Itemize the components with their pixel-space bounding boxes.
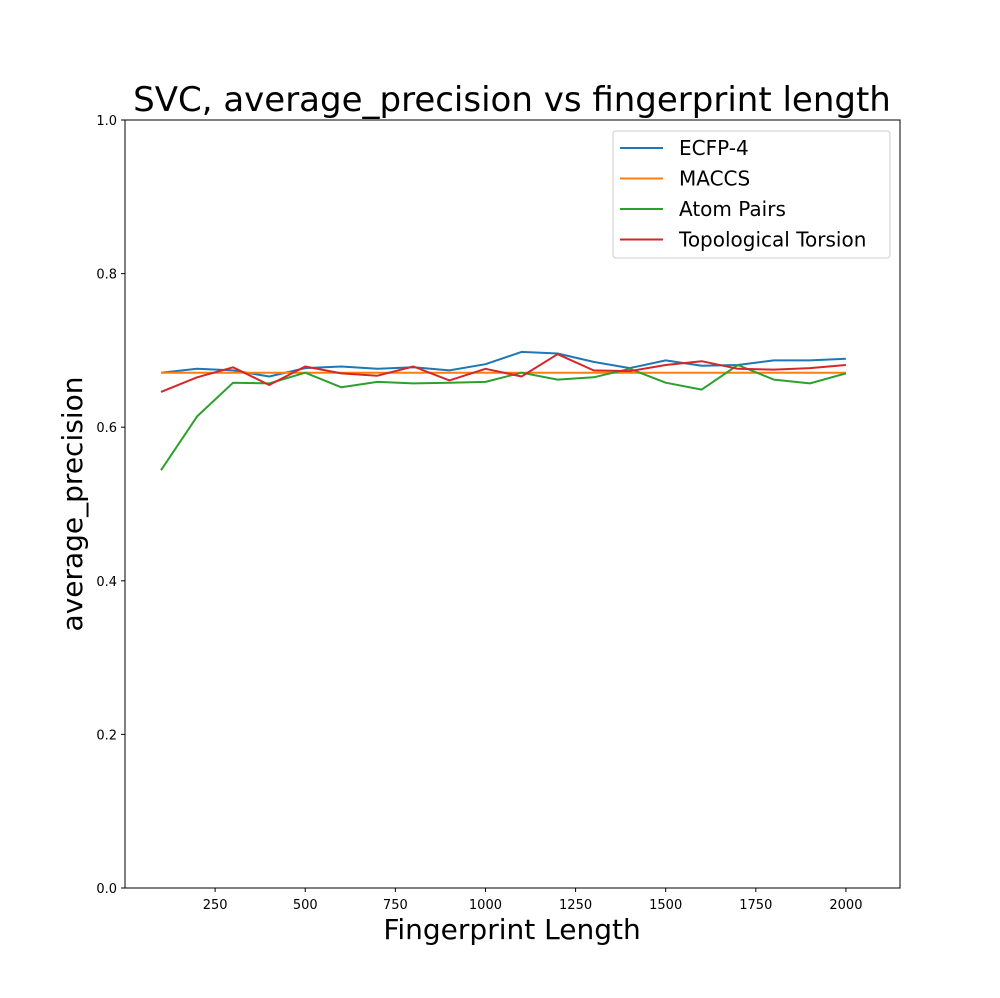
x-tick-label: 500: [293, 898, 318, 913]
legend-box: [612, 130, 891, 259]
series-line-topological-torsion: [160, 353, 846, 393]
legend-label-maccs: MACCS: [679, 167, 750, 191]
series-line-atom-pairs: [160, 364, 847, 471]
y-axis-label: average_precision: [56, 377, 89, 632]
x-axis-label: Fingerprint Length: [383, 913, 640, 946]
x-tick-label: 1250: [559, 898, 592, 913]
series-line-ecfp-4: [160, 350, 846, 378]
x-tick-label: 1500: [649, 898, 682, 913]
plot-frame: [124, 119, 901, 889]
x-tick-label: 1000: [469, 898, 502, 913]
y-tick-label: 0.8: [96, 268, 117, 283]
x-tick-label: 250: [203, 898, 228, 913]
legend-label-ecfp-4: ECFP-4: [679, 136, 749, 160]
y-tick-label: 0.6: [96, 421, 117, 436]
y-tick-label: 0.2: [96, 728, 117, 743]
axis-ticks: 250 500 750 1000 1250 1500 1750 2000 0.0 0.2 0.4 0.…: [96, 114, 862, 913]
legend-label-topological-torsion: Topological Torsion: [678, 228, 866, 252]
y-tick-label: 0.0: [96, 882, 117, 897]
legend: ECFP-4 MACCS Atom Pairs Topological Torsion: [612, 130, 891, 259]
x-tick-label: 2000: [829, 898, 862, 913]
y-tick-label: 1.0: [96, 114, 117, 129]
series-lines: [160, 350, 847, 471]
x-tick-label: 750: [383, 898, 408, 913]
x-tick-label: 1750: [739, 898, 772, 913]
y-tick-label: 0.4: [96, 575, 117, 590]
legend-label-atom-pairs: Atom Pairs: [679, 197, 786, 221]
chart-title: SVC, average_precision vs fingerprint le…: [133, 80, 891, 120]
